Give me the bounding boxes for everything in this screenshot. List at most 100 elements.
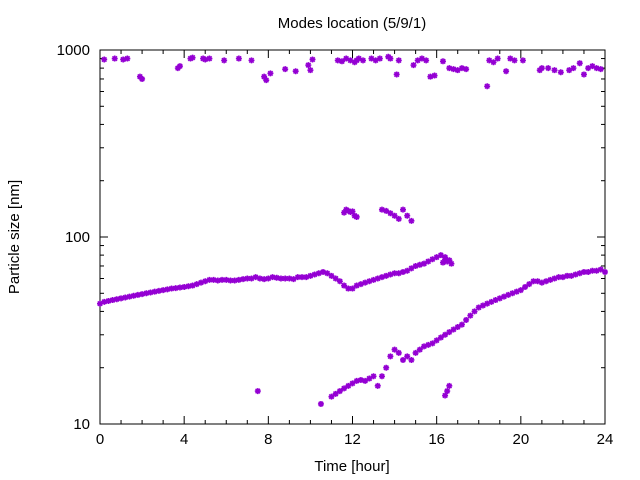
data-point [467, 312, 474, 319]
data-point [448, 260, 455, 267]
data-point [450, 326, 457, 333]
data-point [111, 55, 118, 62]
data-point [395, 270, 402, 277]
data-point [404, 353, 411, 360]
data-point [349, 380, 356, 387]
data-point [372, 57, 379, 64]
data-point [507, 55, 514, 62]
data-point [400, 356, 406, 363]
data-point [193, 281, 200, 288]
data-point [391, 270, 398, 277]
data-point [580, 268, 587, 275]
data-point [547, 276, 554, 283]
y-tick-label: 10 [73, 416, 90, 433]
data-point [566, 67, 573, 74]
data-point [341, 385, 348, 392]
data-point [454, 67, 461, 74]
data-point [292, 68, 299, 75]
data-point [261, 276, 268, 283]
data-point [479, 302, 486, 309]
data-point [408, 217, 415, 224]
data-point [568, 272, 575, 279]
data-point [320, 268, 327, 275]
data-point [265, 275, 272, 282]
data-point [446, 65, 453, 72]
data-point [126, 293, 133, 300]
data-point [282, 66, 289, 73]
data-point [551, 275, 558, 282]
data-point [120, 56, 127, 63]
data-point [383, 272, 390, 279]
data-point [357, 281, 364, 288]
data-point [545, 65, 552, 72]
data-point [433, 337, 440, 344]
data-point [277, 275, 284, 282]
data-point [425, 258, 432, 265]
data-point [395, 349, 402, 356]
data-point [134, 291, 141, 298]
data-point [501, 293, 507, 300]
data-point [519, 57, 526, 64]
y-axis-label: Particle size [nm] [6, 180, 23, 294]
tick-labels: 0 4 8 12 16 20 24 10 100 1000 [57, 42, 614, 448]
data-point [387, 210, 394, 217]
data-point [349, 285, 356, 292]
data-point [496, 295, 503, 302]
data-point [164, 286, 171, 293]
data-point [383, 207, 390, 214]
y-tick-label: 100 [65, 229, 90, 246]
data-point [309, 56, 316, 63]
data-point [513, 288, 520, 295]
data-point [299, 274, 305, 281]
data-point [416, 261, 423, 268]
data-point [494, 55, 501, 62]
data-point [376, 55, 383, 62]
data-point [543, 278, 550, 285]
data-point [332, 390, 339, 397]
data-point [353, 213, 360, 220]
data-point [408, 265, 415, 272]
data-point [492, 297, 499, 304]
data-point [395, 215, 402, 222]
data-point [463, 316, 470, 323]
data-point [486, 57, 493, 64]
data-point [336, 388, 343, 395]
x-tick-label: 12 [344, 431, 361, 448]
data-point [189, 282, 196, 289]
data-point [187, 55, 194, 62]
data-point [488, 298, 495, 305]
data-point [439, 259, 446, 266]
data-point [256, 275, 263, 282]
chart-title: Modes location (5/9/1) [278, 15, 426, 32]
data-point [366, 278, 373, 285]
data-point [378, 373, 385, 380]
data-point [113, 296, 120, 303]
data-point [374, 275, 381, 282]
data-point [223, 276, 230, 283]
data-point [572, 271, 579, 278]
data-point [433, 254, 440, 261]
data-point [155, 287, 162, 294]
data-point [444, 388, 451, 395]
data-point [252, 274, 259, 281]
data-point [559, 274, 566, 281]
data-point [576, 60, 583, 67]
data-point [589, 63, 596, 70]
data-point [290, 276, 297, 283]
data-point [206, 55, 213, 62]
data-point [345, 382, 352, 389]
data-point [446, 257, 453, 264]
data-point [286, 275, 293, 282]
data-point [221, 57, 228, 64]
data-point [393, 71, 400, 78]
data-point [219, 276, 226, 283]
data-point [387, 271, 394, 278]
data-point [475, 304, 482, 311]
data-point [122, 294, 129, 301]
data-point [400, 268, 406, 275]
x-tick-label: 8 [264, 431, 272, 448]
data-point [429, 340, 436, 347]
data-point [269, 274, 276, 281]
data-point [446, 382, 453, 389]
data-point [231, 277, 238, 284]
